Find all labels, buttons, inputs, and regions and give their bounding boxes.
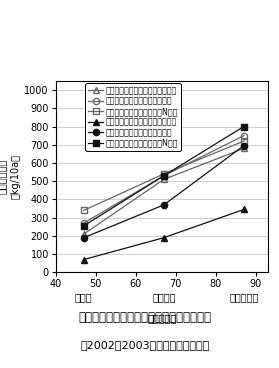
エンレイ・不耕起・狭畝・標肥: [242, 134, 246, 138]
エンレイ・耕起・標準畝幅・標肥: [242, 146, 246, 151]
エンレイ・不耕起・狭畝・N増肥: [82, 208, 85, 213]
作系４号・不耕起・狭畝・N増肥: [82, 224, 85, 228]
作系４号・不耕起・狭畝・標肥: [162, 203, 165, 207]
Text: 開花期: 開花期: [75, 293, 93, 302]
エンレイ・不耕起・狭畝・標肥: [162, 174, 165, 178]
作系４号・耕起・標準畝幅・標肥: [82, 257, 85, 262]
作系４号・耕起・標準畝幅・標肥: [242, 207, 246, 212]
Y-axis label: 地上部举物重
（kg/10a）: 地上部举物重 （kg/10a）: [0, 154, 20, 199]
Line: エンレイ・不耕起・狭畝・N増肥: エンレイ・不耕起・狭畝・N増肥: [81, 138, 247, 213]
作系４号・不耕起・狭畝・N増肥: [162, 174, 165, 178]
エンレイ・耕起・標準畝幅・標肥: [82, 232, 85, 236]
Text: 播種後日数: 播種後日数: [147, 313, 177, 323]
Legend: エンレイ・耕起・標準畝幅・標肥, エンレイ・不耕起・狭畝・標肥, エンレイ・不耕起・狭畝・N増肥, 作系４号・耕起・標準畝幅・標肥, 作系４号・不耕起・狭畝・標: エンレイ・耕起・標準畝幅・標肥, エンレイ・不耕起・狭畝・標肥, エンレイ・不耕…: [85, 83, 181, 151]
作系４号・不耕起・狭畝・N増肥: [242, 124, 246, 129]
Line: 作系４号・不耕起・狭畝・N増肥: 作系４号・不耕起・狭畝・N増肥: [81, 123, 247, 229]
作系４号・耕起・標準畝幅・標肥: [162, 236, 165, 240]
エンレイ・不耕起・狭畝・標肥: [82, 221, 85, 225]
エンレイ・耕起・標準畝幅・標肥: [162, 177, 165, 181]
Line: 作系４号・不耕起・狭畝・標肥: 作系４号・不耕起・狭畝・標肥: [81, 142, 247, 241]
Line: 作系４号・耕起・標準畝幅・標肥: 作系４号・耕起・標準畝幅・標肥: [81, 206, 247, 263]
Text: 菜伸長期: 菜伸長期: [152, 293, 175, 302]
Text: 子実肥大期: 子実肥大期: [229, 293, 259, 302]
Line: エンレイ・耕起・標準畝幅・標肥: エンレイ・耕起・標準畝幅・標肥: [81, 145, 247, 237]
作系４号・不耕起・狭畝・標肥: [242, 144, 246, 148]
作系４号・不耕起・狭畝・標肥: [82, 236, 85, 240]
Line: エンレイ・不耕起・狭畝・標肥: エンレイ・不耕起・狭畝・標肥: [81, 132, 247, 226]
エンレイ・不耕起・狭畝・N増肥: [242, 139, 246, 143]
Text: （2002～2003年の２カ年平均。）: （2002～2003年の２カ年平均。）: [80, 340, 210, 350]
エンレイ・不耕起・狭畝・N増肥: [162, 172, 165, 176]
Text: 図４．洽培法が地上部举物重に及ぼす影響: 図４．洽培法が地上部举物重に及ぼす影響: [79, 311, 211, 324]
